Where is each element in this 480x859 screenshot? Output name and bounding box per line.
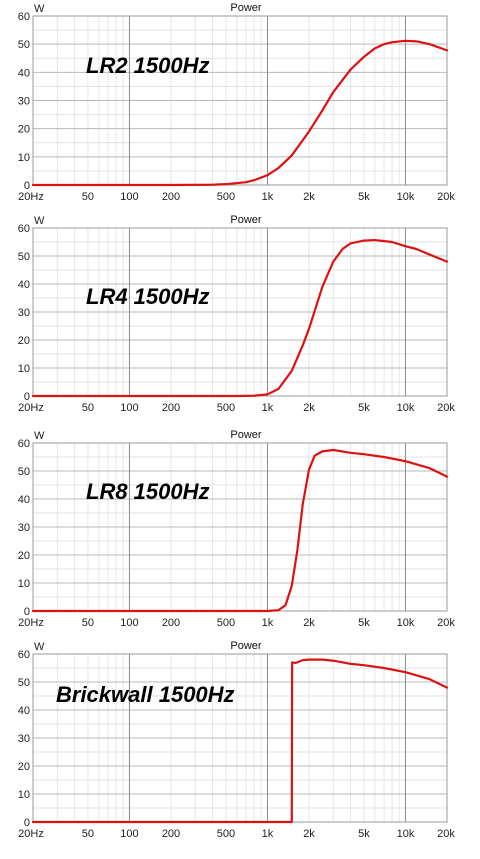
- x-tick-label: 100: [120, 617, 138, 629]
- chart-title: Power: [230, 2, 262, 14]
- x-tick-label: 50: [82, 617, 94, 629]
- y-tick-label: 0: [24, 180, 30, 192]
- y-tick-label: 20: [18, 124, 30, 136]
- x-tick-label: 200: [162, 402, 180, 414]
- x-tick-label: 1k: [262, 617, 274, 629]
- x-tick-label: 100: [120, 402, 138, 414]
- power-curve: [31, 238, 449, 398]
- x-tick-label: 200: [162, 191, 180, 203]
- y-tick-label: 60: [18, 438, 30, 450]
- chart-title: Power: [230, 429, 262, 441]
- y-tick-label: 60: [18, 649, 30, 661]
- x-tick-label: 200: [162, 828, 180, 840]
- y-tick-label: 20: [18, 550, 30, 562]
- x-tick-label: 10k: [397, 828, 415, 840]
- y-tick-label: 30: [18, 733, 30, 745]
- x-tick-label: 20k: [437, 617, 455, 629]
- x-tick-label: 10k: [397, 191, 415, 203]
- y-tick-label: 50: [18, 39, 30, 51]
- x-tick-label: 1k: [262, 191, 274, 203]
- y-tick-label: 50: [18, 677, 30, 689]
- y-axis-unit: W: [34, 430, 45, 442]
- x-tick-label: 20k: [437, 402, 455, 414]
- y-tick-label: 0: [24, 606, 30, 618]
- y-tick-label: 30: [18, 522, 30, 534]
- x-tick-label: 500: [217, 828, 235, 840]
- chart-title: Power: [230, 640, 262, 652]
- y-tick-label: 10: [18, 152, 30, 164]
- y-tick-label: 50: [18, 466, 30, 478]
- y-tick-label: 40: [18, 705, 30, 717]
- y-tick-label: 40: [18, 67, 30, 79]
- x-tick-label: 20Hz: [18, 402, 44, 414]
- power-curve: [31, 448, 449, 613]
- y-tick-label: 50: [18, 251, 30, 263]
- y-tick-label: 60: [18, 223, 30, 235]
- plot-frame: [32, 15, 448, 186]
- x-tick-label: 100: [120, 191, 138, 203]
- filter-annotation: Brickwall 1500Hz: [56, 682, 235, 707]
- x-tick-label: 500: [217, 617, 235, 629]
- y-tick-label: 10: [18, 363, 30, 375]
- x-tick-label: 50: [82, 191, 94, 203]
- x-tick-label: 20Hz: [18, 191, 44, 203]
- y-tick-label: 30: [18, 307, 30, 319]
- y-tick-label: 40: [18, 494, 30, 506]
- x-tick-label: 100: [120, 828, 138, 840]
- y-tick-label: 10: [18, 789, 30, 801]
- x-tick-label: 20Hz: [18, 828, 44, 840]
- y-axis-unit: W: [34, 641, 45, 653]
- y-tick-label: 0: [24, 391, 30, 403]
- x-tick-label: 50: [82, 402, 94, 414]
- filter-annotation: LR4 1500Hz: [86, 284, 210, 309]
- x-tick-label: 2k: [303, 402, 315, 414]
- x-tick-label: 500: [217, 191, 235, 203]
- x-tick-label: 200: [162, 617, 180, 629]
- x-tick-label: 1k: [262, 402, 274, 414]
- x-tick-label: 50: [82, 828, 94, 840]
- x-tick-label: 5k: [358, 191, 370, 203]
- x-tick-label: 500: [217, 402, 235, 414]
- x-tick-label: 10k: [397, 617, 415, 629]
- power-curve: [31, 658, 449, 824]
- y-tick-label: 10: [18, 578, 30, 590]
- y-tick-label: 0: [24, 817, 30, 829]
- x-tick-label: 20Hz: [18, 617, 44, 629]
- x-tick-label: 5k: [358, 617, 370, 629]
- y-axis-unit: W: [34, 3, 45, 15]
- y-tick-label: 30: [18, 96, 30, 108]
- y-axis-unit: W: [34, 215, 45, 227]
- filter-annotation: LR2 1500Hz: [86, 53, 210, 78]
- y-tick-label: 20: [18, 761, 30, 773]
- chart-title: Power: [230, 214, 262, 226]
- x-tick-label: 1k: [262, 828, 274, 840]
- x-tick-label: 20k: [437, 828, 455, 840]
- x-tick-label: 10k: [397, 402, 415, 414]
- x-tick-label: 2k: [303, 828, 315, 840]
- y-tick-label: 20: [18, 335, 30, 347]
- x-tick-label: 5k: [358, 828, 370, 840]
- x-tick-label: 5k: [358, 402, 370, 414]
- filter-annotation: LR8 1500Hz: [86, 479, 210, 504]
- y-tick-label: 40: [18, 279, 30, 291]
- x-tick-label: 2k: [303, 191, 315, 203]
- x-tick-label: 20k: [437, 191, 455, 203]
- power-curve: [31, 39, 449, 187]
- x-tick-label: 2k: [303, 617, 315, 629]
- y-tick-label: 60: [18, 11, 30, 23]
